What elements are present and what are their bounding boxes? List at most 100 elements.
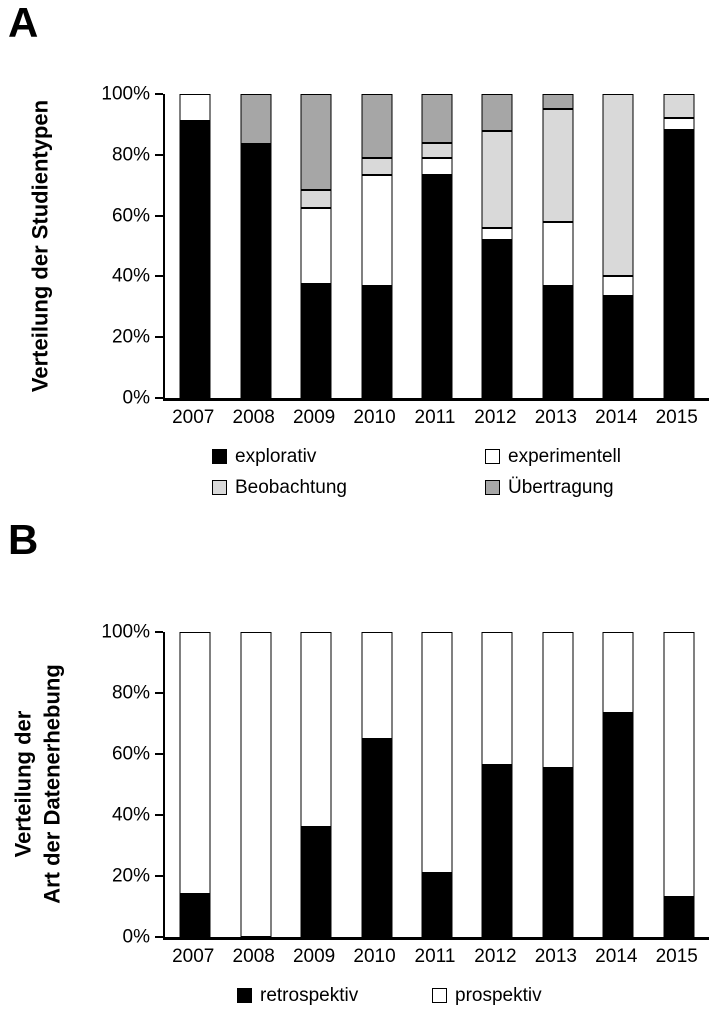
segment-2015-prospektiv	[663, 632, 695, 898]
segment-2009-experimentell	[300, 208, 332, 284]
x-tick-label-2008: 2008	[232, 407, 275, 428]
bar-2015	[663, 632, 695, 937]
legend-label-Übertragung: Übertragung	[508, 477, 614, 498]
x-slot-2010: 2010	[344, 947, 404, 966]
y-tick-label-100%: 100%	[101, 621, 150, 643]
y-tick-mark-0%	[155, 397, 163, 399]
segment-2013-Übertragung	[542, 94, 574, 110]
bar-slot-2013	[528, 94, 588, 398]
bar-2010	[361, 632, 393, 937]
segment-2012-prospektiv	[481, 632, 513, 765]
segment-2015-explorativ	[663, 130, 695, 398]
chart-b-y-axis-title-line-2: Art der Datenerhebung	[39, 664, 64, 904]
y-tick-label-20%: 20%	[111, 865, 150, 887]
segment-2008-explorativ	[240, 144, 272, 398]
segment-2013-Beobachtung	[542, 109, 574, 222]
x-tick-label-2007: 2007	[172, 407, 215, 428]
bar-slot-2013	[528, 632, 588, 937]
chart-a-y-axis-title-text: Verteilung der Studientypen	[27, 99, 53, 393]
x-slot-2009: 2009	[284, 408, 344, 427]
segment-2012-retrospektiv	[481, 764, 513, 937]
bar-slot-2011	[407, 94, 467, 398]
bar-2011	[421, 632, 453, 937]
x-slot-2013: 2013	[526, 408, 586, 427]
segment-2011-Beobachtung	[421, 142, 453, 158]
x-tick-label-2009: 2009	[292, 407, 336, 428]
x-tick-label-2015: 2015	[655, 407, 698, 428]
x-tick-label-2011: 2011	[414, 407, 456, 428]
x-tick-label-2013: 2013	[534, 407, 577, 428]
bar-2009	[300, 632, 332, 937]
x-slot-2011: 2011	[405, 947, 465, 966]
y-tick-mark-20%	[155, 336, 163, 339]
legend-item-Beobachtung: Beobachtung	[212, 478, 485, 497]
bar-2013	[542, 632, 574, 937]
x-slot-2012: 2012	[465, 408, 525, 427]
segment-2008-prospektiv	[240, 632, 272, 937]
bar-2007	[179, 94, 211, 398]
x-slot-2014: 2014	[586, 947, 646, 966]
x-tick-label-2007: 2007	[172, 946, 215, 967]
legend-swatch-retrospektiv	[237, 988, 252, 1003]
bar-slot-2008	[225, 632, 285, 937]
bar-slot-2007	[165, 632, 225, 937]
panel-a-label: A	[8, 0, 39, 46]
bar-slot-2015	[649, 632, 709, 937]
bar-slot-2014	[588, 632, 648, 937]
legend-swatch-Beobachtung	[212, 480, 227, 495]
segment-2015-retrospektiv	[663, 897, 695, 937]
segment-2012-explorativ	[481, 239, 513, 398]
segment-2012-experimentell	[481, 227, 513, 240]
x-slot-2008: 2008	[223, 408, 283, 427]
x-tick-label-2014: 2014	[595, 946, 638, 967]
bar-2015	[663, 94, 695, 398]
segment-2014-retrospektiv	[602, 712, 634, 937]
segment-2010-Beobachtung	[361, 157, 393, 175]
x-slot-2015: 2015	[647, 408, 707, 427]
legend-label-explorativ: explorativ	[235, 446, 317, 467]
segment-2013-experimentell	[542, 221, 574, 286]
x-slot-2009: 2009	[284, 947, 344, 966]
segment-2010-experimentell	[361, 174, 393, 286]
x-slot-2015: 2015	[647, 947, 707, 966]
bar-slot-2009	[286, 632, 346, 937]
segment-2014-Beobachtung	[602, 94, 634, 277]
chart-a-legend: explorativ experimentell Beobachtung Übertr…	[212, 447, 621, 497]
legend-label-experimentell: experimentell	[508, 446, 621, 467]
bar-2010	[361, 94, 393, 398]
segment-2015-experimentell	[663, 118, 695, 131]
legend-item-Übertragung: Übertragung	[485, 478, 621, 497]
x-slot-2011: 2011	[405, 408, 465, 427]
segment-2008-Übertragung	[240, 94, 272, 145]
bar-2009	[300, 94, 332, 398]
bar-2012	[481, 94, 513, 398]
legend-swatch-explorativ	[212, 449, 227, 464]
legend-swatch-prospektiv	[432, 988, 447, 1003]
legend-item-prospektiv: prospektiv	[432, 986, 542, 1005]
segment-2012-Beobachtung	[481, 130, 513, 228]
segment-2009-explorativ	[300, 284, 332, 398]
legend-item-explorativ: explorativ	[212, 447, 485, 466]
y-tick-mark-100%	[155, 93, 163, 95]
segment-2010-explorativ	[361, 285, 393, 398]
bar-slot-2015	[649, 94, 709, 398]
legend-swatch-Übertragung	[485, 480, 500, 495]
segment-2010-retrospektiv	[361, 738, 393, 937]
y-tick-mark-80%	[155, 153, 163, 156]
chart-b-y-axis-title-line-1: Verteilung der	[10, 710, 36, 858]
y-tick-label-40%: 40%	[111, 265, 150, 287]
segment-2011-retrospektiv	[421, 872, 453, 937]
y-tick-mark-60%	[155, 753, 163, 755]
x-slot-2007: 2007	[163, 408, 223, 427]
panel-b-label: B	[8, 516, 39, 563]
legend-label-retrospektiv: retrospektiv	[260, 985, 359, 1006]
x-slot-2007: 2007	[163, 947, 223, 966]
chart-b-y-axis-title: Verteilung der Art der Datenerhebung	[9, 664, 66, 904]
chart-b-legend: retrospektiv prospektiv	[237, 986, 542, 1005]
x-tick-label-2013: 2013	[534, 946, 577, 967]
segment-2011-prospektiv	[421, 632, 453, 873]
x-tick-label-2012: 2012	[474, 946, 517, 967]
bar-2013	[542, 94, 574, 398]
bar-2011	[421, 94, 453, 398]
segment-2013-explorativ	[542, 285, 574, 398]
